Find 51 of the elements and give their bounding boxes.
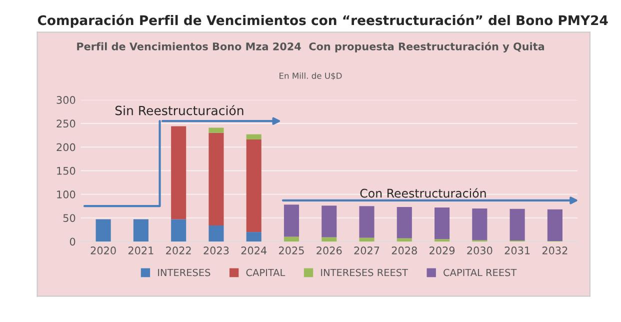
chart-title: Comparación Perfil de Vencimientos con “reestructuración” del Bono PMY24: [38, 14, 608, 28]
x-tick-label: 2032: [542, 246, 568, 254]
legend-label: INTERESES REEST: [321, 268, 408, 276]
y-tick-label: 0: [70, 238, 76, 246]
x-tick-label: 2025: [279, 246, 304, 254]
bar: [359, 238, 374, 242]
bar: [434, 207, 450, 240]
x-tick-label: 2024: [241, 246, 267, 254]
y-tick-label: 250: [56, 120, 76, 128]
bar: [246, 134, 262, 140]
text: En Mill. de U$D: [280, 72, 342, 80]
y-tick-label: 50: [63, 214, 76, 222]
bar: [322, 237, 337, 242]
y-tick-label: 150: [57, 166, 76, 175]
x-tick-label: 2026: [316, 246, 342, 254]
y-tick-label: 200: [56, 143, 76, 152]
x-tick-label: 2022: [166, 246, 191, 254]
bar: [96, 219, 111, 242]
bar: [133, 219, 148, 242]
bar: [547, 209, 562, 242]
x-tick-label: 2027: [354, 246, 380, 254]
x-tick-label: 2020: [90, 246, 116, 254]
annotation: Sin Reestructuración: [115, 105, 244, 116]
x-tick-label: 2029: [430, 246, 455, 254]
legend-label: CAPITAL: [246, 268, 286, 276]
bar: [171, 219, 186, 242]
bar: [510, 208, 525, 241]
bar: [359, 206, 374, 238]
bar: [284, 204, 300, 237]
chart-subtitle: Perfil de Vencimientos Bono Mza 2024 Con propuesta Reestructuración y Quita: [77, 42, 544, 52]
bar: [396, 207, 412, 238]
legend-label: INTERESES: [158, 268, 210, 276]
x-tick-label: 2023: [204, 246, 229, 254]
bar: [171, 126, 186, 220]
bar: [322, 206, 337, 238]
bar: [208, 225, 224, 242]
x-tick-label: 2021: [128, 246, 154, 254]
bar: [472, 208, 488, 240]
x-tick-label: 2030: [467, 246, 492, 254]
bar: [284, 236, 300, 242]
bar: [396, 238, 412, 242]
y-tick-label: 300: [56, 96, 76, 104]
bar: [246, 139, 262, 232]
legend-label: CAPITAL REEST: [444, 268, 517, 276]
annotation: Con Reestructuración: [360, 188, 486, 198]
bar: [208, 132, 224, 226]
x-tick-label: 2031: [504, 246, 530, 254]
bar: [208, 128, 224, 133]
y-tick-label: 100: [57, 190, 76, 198]
x-tick-label: 2028: [392, 246, 417, 254]
bar: [246, 232, 262, 242]
